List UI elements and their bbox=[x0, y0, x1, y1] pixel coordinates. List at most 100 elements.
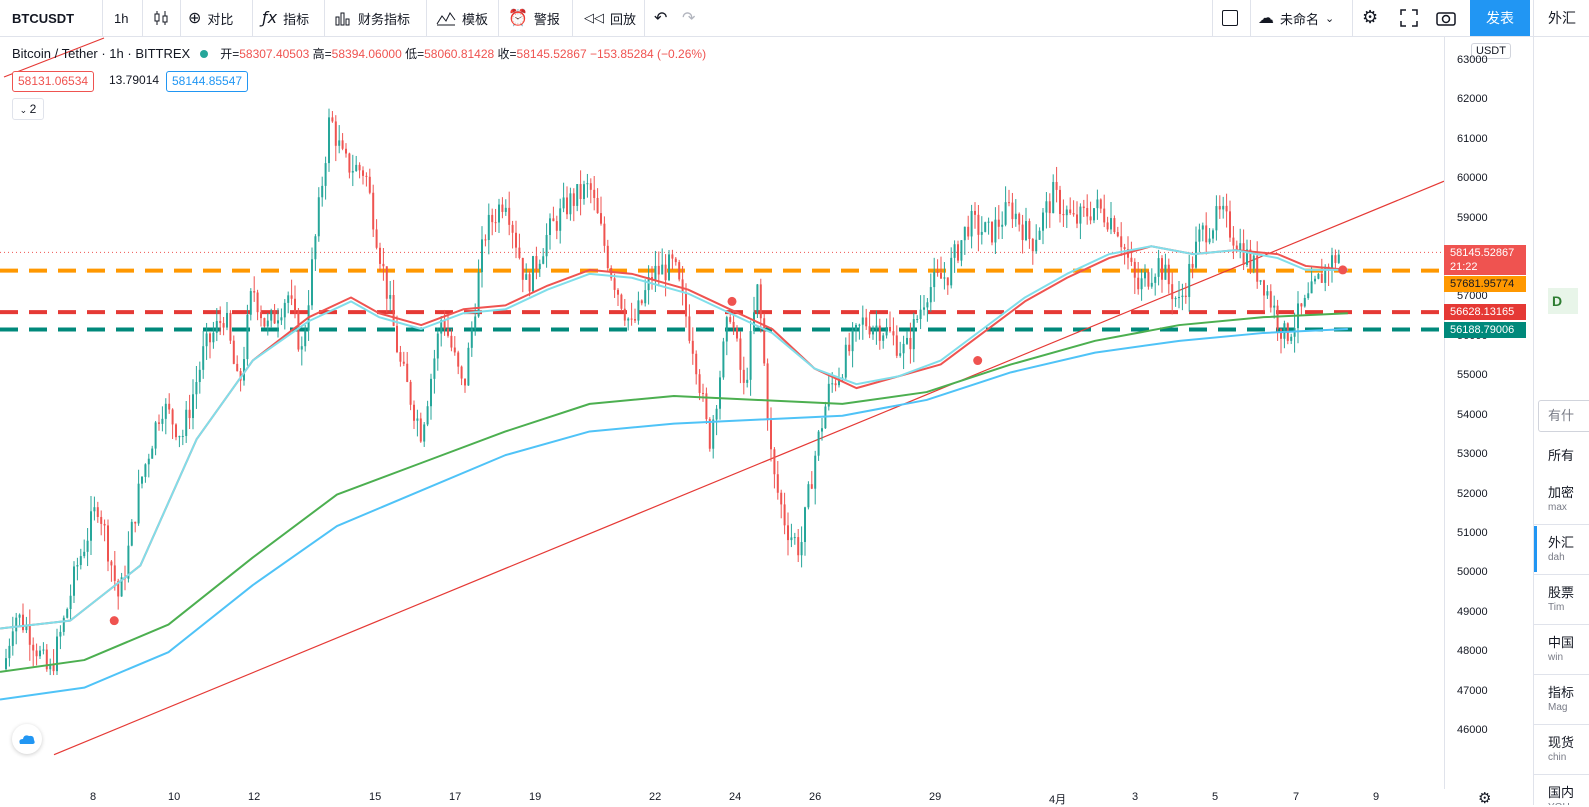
ideas-search-input[interactable]: 有什 bbox=[1538, 400, 1589, 432]
candle-body bbox=[161, 418, 164, 424]
candle-body bbox=[508, 207, 511, 225]
chart-pane[interactable] bbox=[0, 37, 1444, 805]
templates-button[interactable]: 模板 bbox=[436, 0, 488, 36]
price-chart[interactable] bbox=[0, 37, 1444, 789]
layout-name-button[interactable]: ☁ 未命名 ⌄ bbox=[1258, 0, 1334, 36]
templates-label: 模板 bbox=[462, 11, 489, 27]
axis-settings-button[interactable]: ⚙ bbox=[1478, 790, 1491, 807]
redo-button[interactable]: ↷ bbox=[682, 0, 695, 36]
candle-body bbox=[56, 636, 58, 672]
fullscreen-select-button[interactable] bbox=[1222, 0, 1238, 36]
candle-body bbox=[729, 317, 732, 322]
candle-body bbox=[623, 308, 626, 321]
candle-body bbox=[906, 337, 908, 344]
fullscreen-button[interactable] bbox=[1400, 0, 1418, 36]
currency-label[interactable]: USDT bbox=[1471, 43, 1511, 59]
candle-body bbox=[1178, 297, 1180, 299]
candle-body bbox=[613, 278, 616, 290]
price-tick-label: 51000 bbox=[1457, 526, 1488, 539]
alert-button[interactable]: ⏰ 警报 bbox=[508, 0, 560, 36]
toolbar-divider bbox=[1250, 0, 1251, 36]
publish-button[interactable]: 发表 bbox=[1470, 0, 1530, 36]
candle-body bbox=[668, 254, 670, 281]
time-axis[interactable]: 8 10 12 15 17 19 22 24 26 29 4月 3 5 7 9 bbox=[0, 789, 1444, 806]
candle-body bbox=[96, 507, 99, 517]
compare-button[interactable]: ⊕ 对比 bbox=[188, 0, 233, 36]
legend-collapse-toggle[interactable]: ⌄ 2 bbox=[12, 98, 44, 120]
candle-body bbox=[797, 537, 800, 556]
replay-button[interactable]: ◁◁ 回放 bbox=[584, 0, 636, 36]
interval-button[interactable]: 1h bbox=[114, 0, 128, 36]
undo-button[interactable]: ↶ bbox=[654, 0, 667, 36]
list-divider bbox=[1534, 724, 1589, 725]
candle-body bbox=[134, 521, 137, 524]
symbol-title[interactable]: Bitcoin / Tether · 1h · BITTREX bbox=[12, 46, 191, 61]
candle-body bbox=[331, 117, 334, 122]
price-badge: 56188.79006 bbox=[1444, 322, 1526, 338]
candle-body bbox=[759, 284, 762, 319]
idea-list-item-title[interactable]: 股票 bbox=[1548, 585, 1575, 600]
idea-list-item-author: Tim bbox=[1548, 602, 1565, 613]
candle-body bbox=[1263, 280, 1265, 296]
candle-body bbox=[1123, 247, 1126, 249]
candle-body bbox=[11, 631, 14, 646]
candle-body bbox=[1314, 278, 1316, 282]
tradingview-logo[interactable] bbox=[12, 724, 42, 754]
idea-list-item-author: win bbox=[1548, 652, 1564, 663]
candle-body bbox=[977, 214, 980, 235]
bar-chart-icon bbox=[335, 12, 350, 26]
candle-body bbox=[83, 551, 86, 557]
price-axis[interactable]: USDT 63000620006100060000590005800057000… bbox=[1444, 37, 1531, 789]
idea-list-item-title[interactable]: 加密 bbox=[1548, 485, 1575, 500]
candle-body bbox=[946, 277, 949, 286]
symbol-search-button[interactable]: BTCUSDT bbox=[12, 0, 74, 36]
candle-body bbox=[559, 208, 562, 231]
candle-body bbox=[776, 474, 779, 493]
candle-body bbox=[1320, 273, 1323, 283]
time-tick-label: 8 bbox=[90, 791, 97, 803]
market-status-dot bbox=[200, 49, 209, 58]
chart-legend: Bitcoin / Tether · 1h · BITTREX 开=58307.… bbox=[12, 45, 706, 62]
candle-body bbox=[470, 328, 473, 348]
alert-label: 警报 bbox=[533, 11, 560, 27]
candle-body bbox=[1222, 205, 1225, 210]
time-tick-label: 4月 bbox=[1049, 794, 1067, 806]
d-badge[interactable]: D bbox=[1548, 288, 1578, 314]
candle-body bbox=[674, 258, 677, 263]
change-value: −153.85284 (−0.26%) bbox=[589, 47, 707, 61]
candle-body bbox=[899, 353, 902, 356]
candle-body bbox=[202, 346, 205, 370]
candle-body bbox=[103, 523, 106, 526]
idea-list-item-title[interactable]: 指标 bbox=[1548, 685, 1575, 700]
idea-list-item-title[interactable]: 外汇 bbox=[1548, 535, 1575, 550]
chart-type-button[interactable] bbox=[152, 0, 170, 36]
snapshot-button[interactable] bbox=[1436, 0, 1456, 36]
candle-body bbox=[967, 226, 970, 237]
close-label: 收= bbox=[497, 47, 517, 61]
indicators-button[interactable]: ƒx 指标 bbox=[262, 0, 309, 36]
candle-body bbox=[311, 259, 313, 306]
candle-body bbox=[817, 431, 820, 456]
candle-body bbox=[351, 170, 354, 173]
toolbar-divider bbox=[1212, 0, 1213, 36]
candle-body bbox=[416, 418, 419, 421]
idea-list-item-title[interactable]: 中国 bbox=[1548, 635, 1575, 650]
right-panel-tab[interactable]: 外汇 bbox=[1533, 0, 1589, 36]
replay-label: 回放 bbox=[610, 11, 637, 27]
candle-body bbox=[433, 358, 436, 379]
candle-body bbox=[1018, 213, 1021, 225]
price-badge-value: 57681.95774 bbox=[1450, 278, 1515, 290]
candle-body bbox=[341, 140, 344, 149]
financials-button[interactable]: 财务指标 bbox=[334, 0, 410, 36]
candle-body bbox=[749, 331, 752, 380]
candle-body bbox=[324, 163, 327, 186]
candle-body bbox=[300, 346, 303, 350]
low-label: 低= bbox=[405, 47, 425, 61]
candle-body bbox=[205, 333, 208, 347]
idea-list-item-title[interactable]: 现货 bbox=[1548, 735, 1575, 750]
idea-list-item-title[interactable]: 国内 bbox=[1548, 785, 1575, 800]
candle-body bbox=[297, 311, 300, 350]
candle-body bbox=[1048, 201, 1051, 214]
settings-button[interactable]: ⚙ bbox=[1362, 0, 1378, 36]
price-tick-label: 49000 bbox=[1457, 605, 1488, 618]
